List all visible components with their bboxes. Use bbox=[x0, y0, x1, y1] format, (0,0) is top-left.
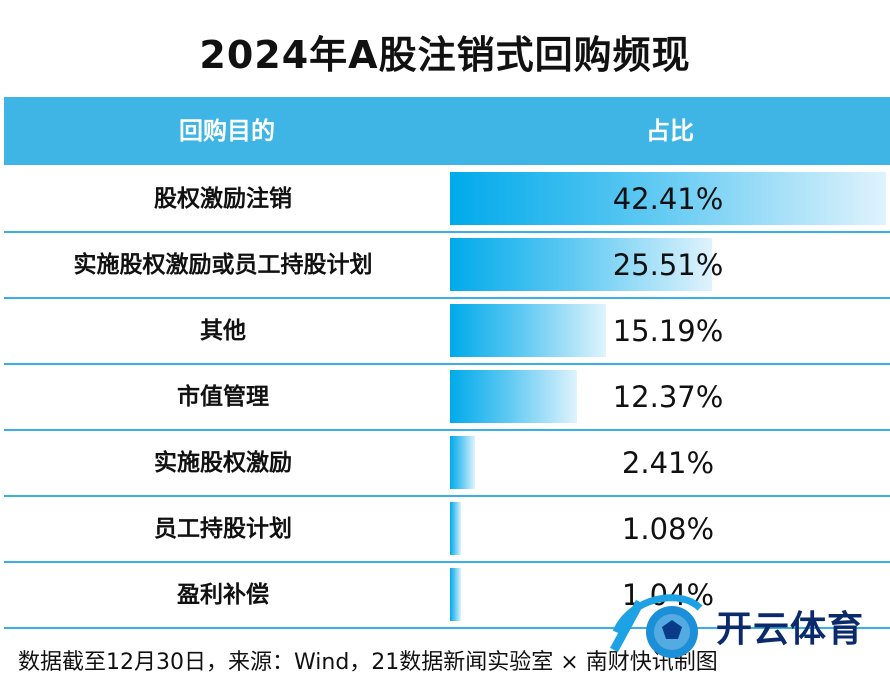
value-bar bbox=[450, 172, 886, 225]
table-bottom-border bbox=[4, 627, 890, 629]
category-label: 其他 bbox=[200, 318, 246, 344]
value-label: 1.08% bbox=[621, 512, 715, 546]
value-bar bbox=[450, 568, 461, 621]
table-row: 实施股权激励或员工持股计划 25.51% bbox=[0, 232, 890, 298]
value-bar bbox=[450, 502, 461, 555]
table-header: 回购目的 占比 bbox=[4, 97, 890, 165]
category-label: 员工持股计划 bbox=[154, 516, 292, 542]
header-value: 占比 bbox=[646, 117, 694, 145]
table-row: 股权激励注销 42.41% bbox=[0, 166, 890, 232]
watermark-logo bbox=[610, 594, 703, 658]
value-label: 12.37% bbox=[612, 380, 724, 414]
category-label: 实施股权激励 bbox=[154, 450, 292, 476]
header-category: 回购目的 bbox=[179, 117, 275, 145]
value-bar bbox=[450, 370, 577, 423]
value-label: 42.41% bbox=[612, 182, 724, 216]
value-label: 15.19% bbox=[612, 314, 724, 348]
row-divider bbox=[4, 363, 890, 365]
row-divider bbox=[4, 297, 890, 299]
category-label: 实施股权激励或员工持股计划 bbox=[73, 252, 373, 278]
value-label: 25.51% bbox=[612, 248, 724, 282]
table-row: 市值管理 12.37% bbox=[0, 364, 890, 430]
chart-title: 2024年A股注销式回购频现 bbox=[199, 33, 691, 77]
category-label: 股权激励注销 bbox=[154, 186, 292, 212]
table-row: 其他 15.19% bbox=[0, 298, 890, 364]
table-row: 员工持股计划 1.08% bbox=[0, 496, 890, 562]
value-bar bbox=[450, 304, 606, 357]
row-divider bbox=[4, 495, 890, 497]
row-divider bbox=[4, 429, 890, 431]
value-bar bbox=[450, 238, 712, 291]
source-note: 数据截至12月30日，来源：Wind，21数据新闻实验室 × 南财快讯制图 bbox=[18, 650, 718, 675]
row-divider bbox=[4, 561, 890, 563]
category-label: 市值管理 bbox=[177, 384, 269, 410]
value-bar bbox=[450, 436, 475, 489]
row-divider bbox=[4, 231, 890, 233]
category-label: 盈利补偿 bbox=[177, 582, 269, 608]
watermark-text: 开云体育 bbox=[716, 609, 865, 650]
table-row: 实施股权激励 2.41% bbox=[0, 430, 890, 496]
soccer-ball-icon bbox=[610, 594, 703, 658]
value-label: 2.41% bbox=[621, 446, 715, 480]
